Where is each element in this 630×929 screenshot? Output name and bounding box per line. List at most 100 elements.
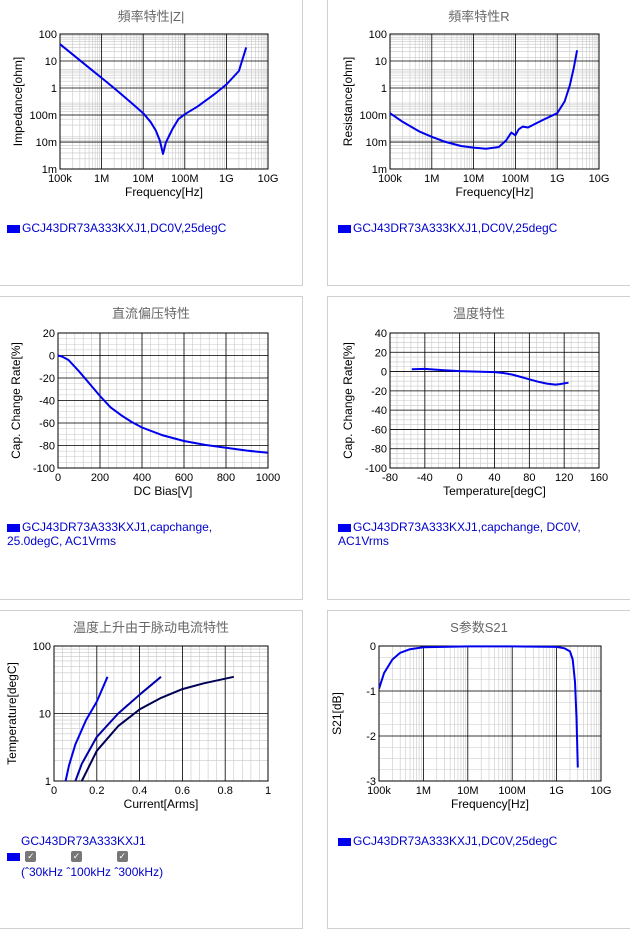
legend[interactable]: GCJ43DR73A333KXJ1 — [21, 834, 146, 848]
x-tick-label: 100M — [502, 173, 530, 185]
x-axis-label: Frequency[Hz] — [125, 185, 203, 199]
y-tick-label: 20 — [375, 347, 387, 359]
x-tick-label: 0 — [55, 472, 61, 484]
y-tick-label: -80 — [371, 444, 387, 456]
x-tick-label: 1 — [265, 785, 271, 797]
y-tick-label: 10m — [36, 137, 57, 149]
series-toggles: ✓ ✓ ✓ — [7, 849, 267, 863]
series-line-2 — [74, 676, 162, 782]
plot-area — [389, 332, 600, 469]
plot-area — [57, 332, 269, 469]
x-tick-label: 800 — [217, 472, 235, 484]
checkbox-label-30khz: (ˆ30kHz — [21, 865, 64, 879]
y-axis-label: Cap. Change Rate[%] — [9, 342, 23, 459]
y-tick-label: 10 — [39, 709, 51, 721]
y-tick-label: 20 — [43, 328, 55, 340]
x-tick-label: 120 — [555, 472, 573, 484]
chart-title: S参数S21 — [450, 620, 508, 635]
y-axis-label: S21[dB] — [330, 692, 344, 735]
checkbox-labels: (ˆ30kHz ˆ100kHz ˆ300kHz) — [21, 865, 291, 879]
x-tick-label: 0 — [51, 785, 57, 797]
y-tick-label: 1m — [372, 164, 387, 176]
series-checkbox-300khz[interactable]: ✓ — [116, 851, 128, 863]
resistance-chart: 100k 1M 10M 100M 1G 10G 100 10 1 100m 10m 1m Frequen… — [341, 29, 610, 199]
y-axis-label: Impedance[ohm] — [11, 57, 25, 146]
x-tick-label: 1M — [416, 785, 431, 797]
y-tick-label: 0 — [370, 641, 376, 653]
y-tick-label: -100 — [33, 463, 55, 475]
chart-title: 直流偏压特性 — [111, 306, 190, 321]
legend-label: GCJ43DR73A333KXJ1 — [21, 834, 146, 848]
x-tick-label: 40 — [488, 472, 500, 484]
x-tick-label: 100M — [171, 173, 199, 185]
y-tick-label: -80 — [39, 441, 55, 453]
y-tick-label: 10 — [45, 56, 57, 68]
x-tick-label: 80 — [523, 472, 535, 484]
y-tick-label: -20 — [371, 386, 387, 398]
checkbox-label-300khz: ˆ300kHz) — [114, 865, 164, 879]
x-tick-label: 400 — [133, 472, 151, 484]
x-tick-label: 1000 — [256, 472, 280, 484]
series-line-1 — [411, 367, 569, 386]
legend-label: GCJ43DR73A333KXJ1,DC0V,25degC — [353, 221, 558, 235]
legend-swatch — [7, 224, 20, 233]
y-tick-label: 40 — [375, 328, 387, 340]
y-axis-label: Resistance[ohm] — [341, 57, 355, 146]
x-axis-label: Current[Arms] — [124, 797, 199, 811]
chart-title: 頻率特性R — [448, 9, 510, 24]
x-tick-label: 1G — [549, 785, 564, 797]
checkbox-label-100khz: ˆ100kHz — [66, 865, 112, 879]
x-tick-label: 0.2 — [89, 785, 104, 797]
legend[interactable]: GCJ43DR73A333KXJ1,DC0V,25degC — [338, 221, 557, 235]
x-tick-label: 10G — [591, 785, 612, 797]
plot-frame — [389, 332, 600, 469]
series-line-1 — [390, 50, 579, 150]
series-checkbox-30khz[interactable]: ✓ — [25, 851, 37, 863]
chart-title: 頻率特性|Z| — [117, 9, 185, 24]
chart-panel-temperature: 温度特性 -80 -40 0 40 80 120 160 40 20 0 -20 -40 -60 -80-… — [327, 296, 630, 600]
plot-frame — [57, 332, 269, 469]
y-tick-label: -60 — [39, 418, 55, 430]
y-tick-label: 1 — [45, 776, 51, 788]
x-axis-label: Frequency[Hz] — [451, 797, 529, 811]
plot-area — [389, 33, 600, 170]
series-checkbox-100khz[interactable]: ✓ — [71, 851, 83, 863]
x-tick-label: 100M — [498, 785, 526, 797]
ripple-current-chart: 0 0.2 0.4 0.6 0.8 1 100 10 1 Current[Arms] Tempera… — [5, 641, 271, 811]
chart-panel-s21: S参数S21 100k 1M 10M 100M 1G 10G 0 -1 -2 -3 Frequenc… — [327, 610, 630, 929]
legend[interactable]: GCJ43DR73A333KXJ1,capchange, DC0V, AC1Vr… — [338, 520, 608, 548]
x-tick-label: 10G — [258, 173, 279, 185]
x-tick-label: 160 — [590, 472, 608, 484]
x-tick-label: 1G — [219, 173, 234, 185]
legend[interactable]: GCJ43DR73A333KXJ1,DC0V,25degC — [7, 221, 226, 235]
s21-chart: 100k 1M 10M 100M 1G 10G 0 -1 -2 -3 Frequency[Hz] S2… — [330, 641, 612, 811]
y-tick-label: -2 — [366, 731, 376, 743]
legend[interactable]: GCJ43DR73A333KXJ1,capchange, 25.0degC, A… — [7, 520, 247, 548]
x-tick-label: -40 — [417, 472, 433, 484]
legend-label: GCJ43DR73A333KXJ1,capchange, 25.0degC, A… — [7, 520, 213, 548]
legend[interactable]: GCJ43DR73A333KXJ1,DC0V,25degC — [338, 834, 557, 848]
legend-swatch — [7, 852, 20, 861]
y-tick-label: -1 — [366, 686, 376, 698]
x-axis-label: DC Bias[V] — [134, 484, 193, 498]
series-line-1 — [60, 43, 248, 155]
y-tick-label: 1 — [51, 83, 57, 95]
temperature-chart: -80 -40 0 40 80 120 16040200-20-40-60-80-100Te… — [341, 328, 608, 498]
x-tick-label: 0 — [457, 472, 463, 484]
legend-swatch — [338, 224, 351, 233]
chart-title: 温度上升由于脉动电流特性 — [72, 620, 229, 635]
y-tick-label: -40 — [371, 405, 387, 417]
series-line-1 — [379, 645, 579, 768]
x-tick-label: 10M — [463, 173, 484, 185]
x-tick-label: 10G — [589, 173, 610, 185]
chart-panel-impedance: 頻率特性|Z| 100k 1M 10M 100M 1G 10G 100 10 1 100m 10m 1… — [0, 0, 303, 286]
x-tick-label: 10M — [132, 173, 153, 185]
chart-panel-ripple: 温度上升由于脉动电流特性 0 0.2 0.4 0.6 0.8 1 100 10 1 Current… — [0, 610, 303, 929]
y-axis-label: Temperature[degC] — [5, 662, 19, 765]
impedance-chart: 100k 1M 10M 100M 1G 10G 100 10 1 100m 10m 1m Frequen… — [11, 29, 279, 199]
x-tick-label: 100k — [48, 173, 72, 185]
plot-area — [378, 645, 602, 782]
x-tick-label: 200 — [91, 472, 109, 484]
y-tick-label: 100m — [359, 110, 387, 122]
